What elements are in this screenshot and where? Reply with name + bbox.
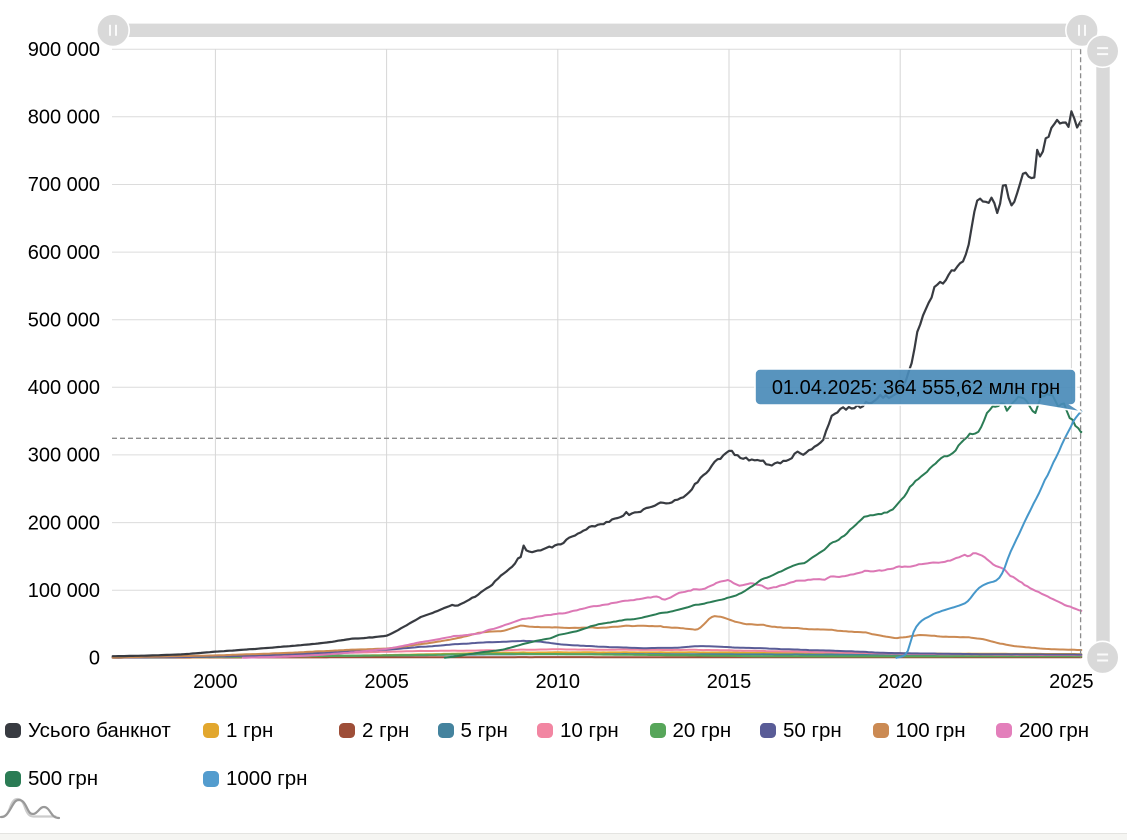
- svg-text:400 000: 400 000: [28, 377, 100, 399]
- svg-text:100 000: 100 000: [28, 580, 100, 602]
- svg-text:2015: 2015: [707, 671, 752, 693]
- svg-text:2025: 2025: [1049, 671, 1094, 693]
- svg-text:2010: 2010: [536, 671, 581, 693]
- svg-text:2000: 2000: [193, 671, 238, 693]
- svg-text:900 000: 900 000: [28, 39, 100, 61]
- svg-text:300 000: 300 000: [28, 445, 100, 467]
- svg-text:500 000: 500 000: [28, 309, 100, 331]
- svg-text:01.04.2025: 364 555,62 млн грн: 01.04.2025: 364 555,62 млн грн: [772, 377, 1060, 399]
- svg-text:200 000: 200 000: [28, 512, 100, 534]
- svg-text:800 000: 800 000: [28, 107, 100, 129]
- svg-text:700 000: 700 000: [28, 174, 100, 196]
- svg-text:0: 0: [89, 648, 100, 670]
- svg-text:2005: 2005: [364, 671, 409, 693]
- svg-text:2020: 2020: [878, 671, 923, 693]
- svg-text:600 000: 600 000: [28, 242, 100, 264]
